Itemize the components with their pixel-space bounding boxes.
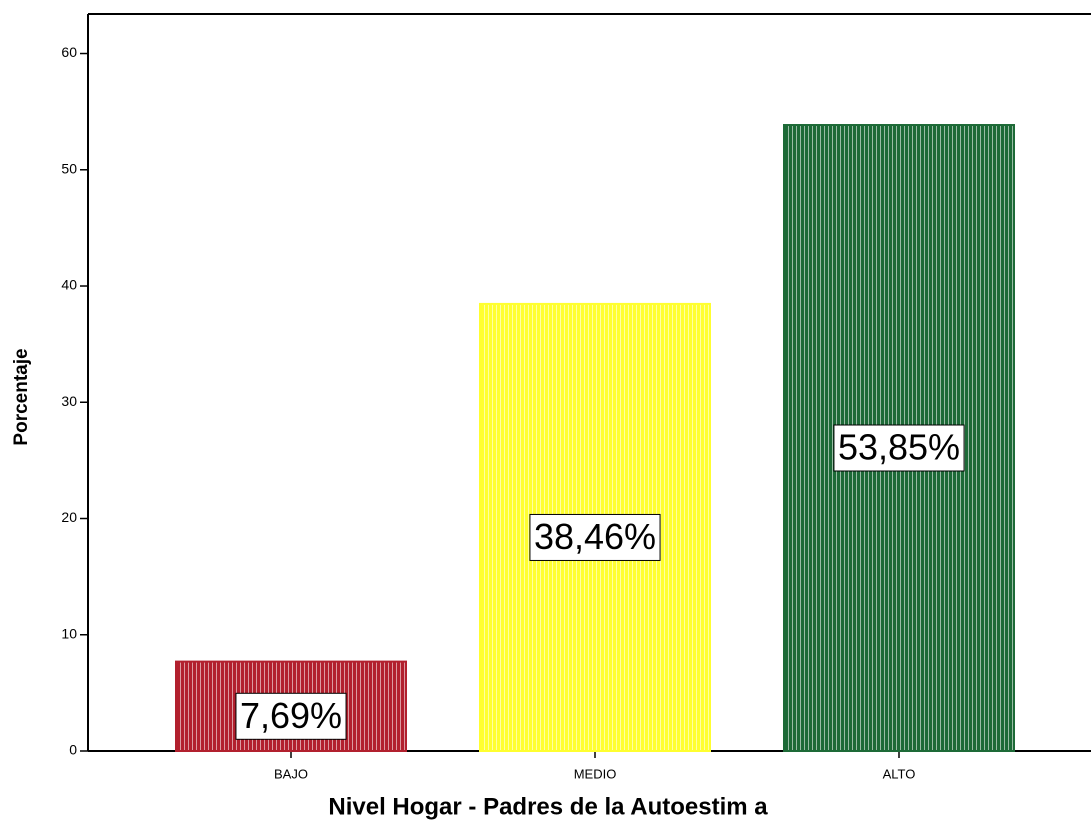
data-label-box [529, 513, 661, 561]
x-tick-label: ALTO [883, 766, 916, 781]
data-label: 53,85% [838, 427, 960, 468]
bar [479, 302, 711, 752]
y-tick-label: 60 [61, 44, 77, 60]
data-label: 38,46% [534, 516, 656, 557]
data-label-group: 7,69% [235, 692, 347, 740]
y-tick-label: 40 [61, 277, 77, 293]
y-tick-label: 0 [69, 742, 77, 758]
x-tick-label: MEDIO [574, 766, 617, 781]
data-label-box [833, 424, 965, 472]
y-tick-label: 50 [61, 160, 77, 176]
y-tick-label: 10 [61, 625, 77, 641]
x-axis-title: Nivel Hogar - Padres de la Autoestim a [328, 793, 768, 820]
data-label-box [235, 692, 347, 740]
data-label: 7,69% [240, 695, 342, 736]
y-tick-label: 30 [61, 393, 77, 409]
data-label-group: 53,85% [833, 424, 965, 472]
y-axis-title: Porcentaje [11, 348, 32, 445]
x-tick-label: BAJO [274, 766, 308, 781]
y-tick-label: 20 [61, 509, 77, 525]
data-label-group: 38,46% [529, 513, 661, 561]
